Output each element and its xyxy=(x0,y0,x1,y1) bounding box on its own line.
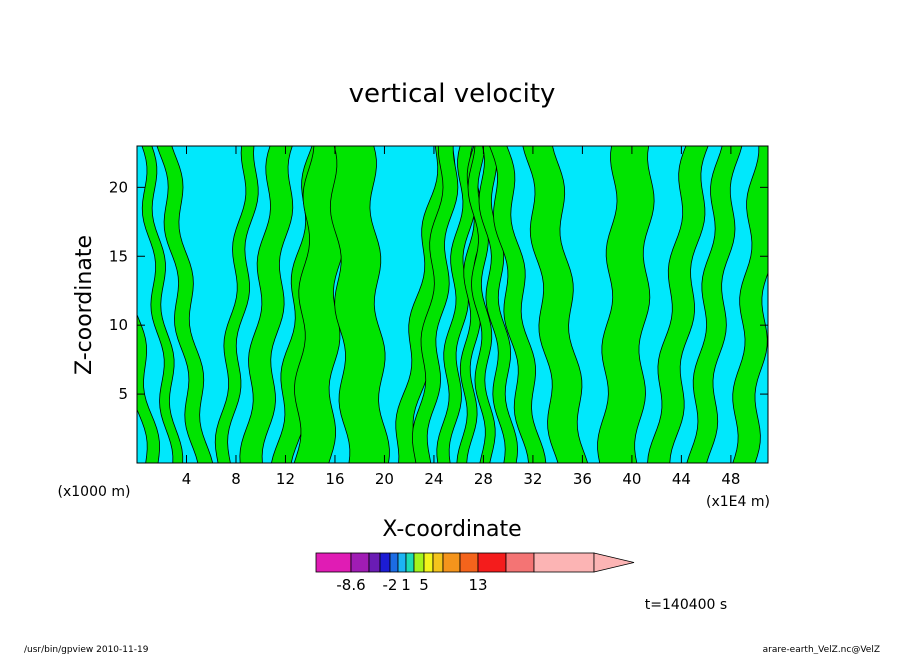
contour-band xyxy=(467,146,496,463)
colorbar-segment xyxy=(405,552,415,573)
x-axis: 4 8 12 16 20 24 28 32 36 40 44 48 xyxy=(182,146,740,488)
x-tick-label: 48 xyxy=(721,470,740,488)
footer-program: /usr/bin/gpview 2010-11-19 xyxy=(24,645,149,654)
contour-band xyxy=(489,146,547,463)
x-tick-label: 24 xyxy=(424,470,443,488)
colorbar-label: 13 xyxy=(468,576,487,594)
y-axis-label: Z-coordinate xyxy=(72,235,97,375)
colorbar-segment xyxy=(350,552,370,573)
contour-band xyxy=(436,146,476,463)
y-axis: 5 10 15 20 xyxy=(109,178,768,403)
contour-field xyxy=(137,146,768,463)
x-tick-label: 4 xyxy=(182,470,192,488)
colorbar-segment xyxy=(397,552,407,573)
colorbar-segment xyxy=(368,552,381,573)
y-tick-label: 5 xyxy=(118,385,128,403)
x-tick-label: 44 xyxy=(672,470,691,488)
contour-band xyxy=(239,146,294,463)
contour-band xyxy=(522,146,589,463)
colorbar-label: -8.6 xyxy=(336,576,365,594)
y-unit-label: (x1E4 m) xyxy=(706,494,770,510)
x-unit-label: (x1000 m) xyxy=(58,484,131,500)
contour-band xyxy=(478,146,518,463)
colorbar-segment xyxy=(413,552,425,573)
x-tick-label: 36 xyxy=(573,470,592,488)
time-label: t=140400 s xyxy=(645,597,727,613)
colorbar-segment xyxy=(423,552,434,573)
x-tick-label: 40 xyxy=(622,470,641,488)
y-tick-label: 15 xyxy=(109,247,128,265)
colorbar: -8.6 -2 1 5 13 xyxy=(315,552,635,594)
plot-frame xyxy=(136,145,769,464)
colorbar-segment xyxy=(459,552,479,573)
colorbar-label: 5 xyxy=(419,576,429,594)
colorbar-segment xyxy=(505,552,535,573)
contour-band xyxy=(597,146,655,463)
contour-band xyxy=(411,146,459,463)
chart-title: vertical velocity xyxy=(349,79,556,109)
contour-band xyxy=(137,313,160,463)
colorbar-label: 1 xyxy=(401,576,411,594)
contour-band xyxy=(329,146,390,463)
colorbar-segment xyxy=(533,552,595,573)
x-axis-label: X-coordinate xyxy=(382,517,521,542)
contour-band xyxy=(732,146,768,463)
colorbar-segment xyxy=(379,552,391,573)
x-tick-label: 32 xyxy=(523,470,542,488)
colorbar-segment xyxy=(442,552,461,573)
x-tick-label: 12 xyxy=(276,470,295,488)
x-tick-label: 28 xyxy=(474,470,493,488)
footer-file: arare-earth_VelZ.nc@VelZ xyxy=(763,645,880,654)
x-tick-label: 16 xyxy=(325,470,344,488)
colorbar-label: -2 xyxy=(383,576,398,594)
colorbar-segment xyxy=(432,552,444,573)
x-tick-label: 20 xyxy=(375,470,394,488)
colorbar-segment xyxy=(389,552,399,573)
colorbar-segment xyxy=(315,552,352,573)
contour-band xyxy=(156,146,214,463)
x-tick-label: 8 xyxy=(231,470,241,488)
contour-band xyxy=(141,146,184,463)
contour-band xyxy=(647,146,709,463)
y-tick-label: 20 xyxy=(109,178,128,196)
contour-band xyxy=(686,146,743,463)
contour-band xyxy=(214,146,259,463)
y-tick-label: 10 xyxy=(109,316,128,334)
colorbar-segment xyxy=(477,552,507,573)
colorbar-extension xyxy=(593,552,635,573)
